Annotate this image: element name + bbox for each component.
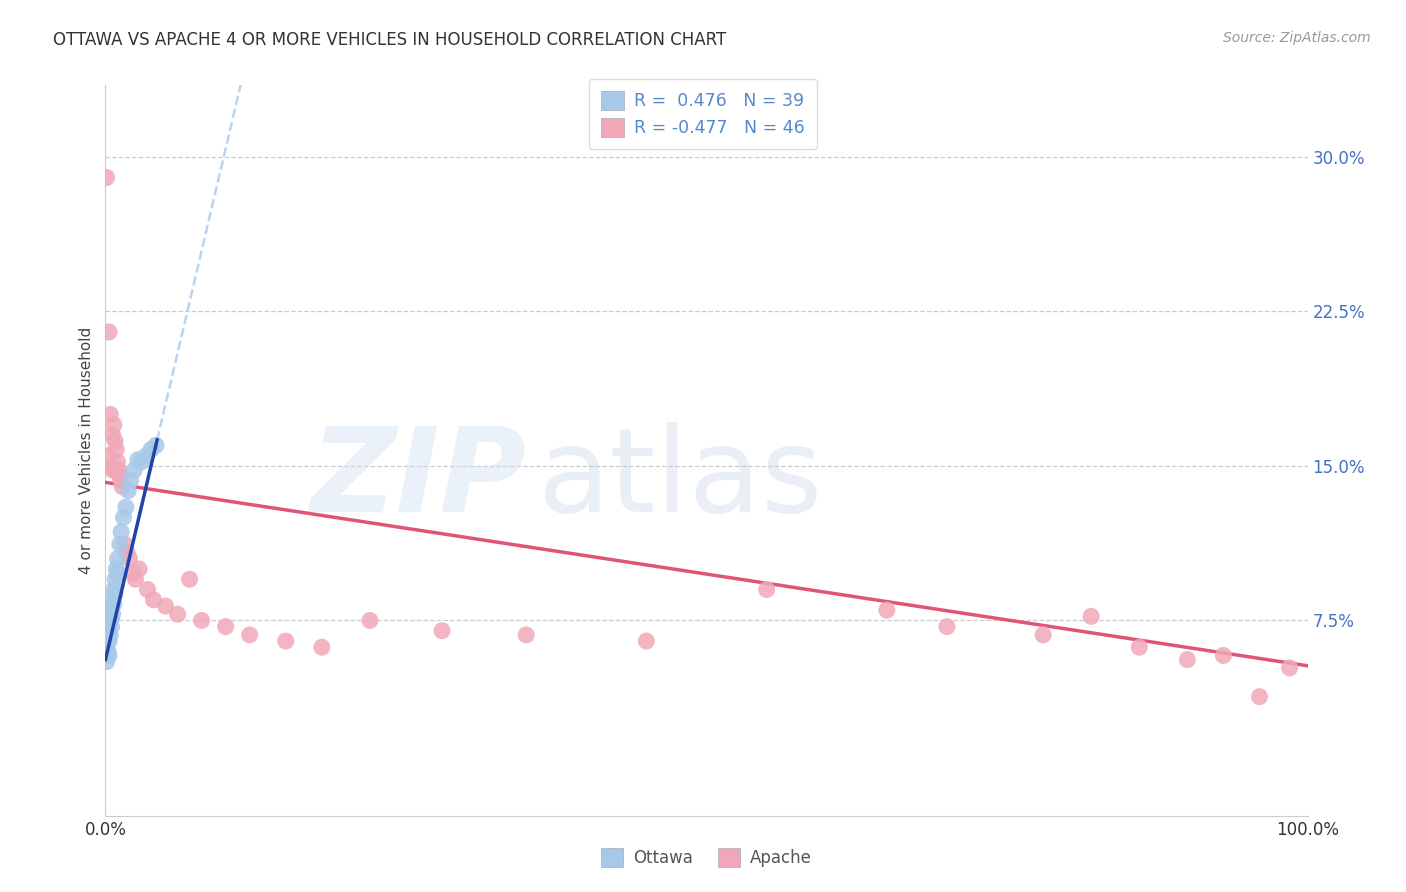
Point (136, 582, 159, 597)
Point (96, 648, 118, 663)
Point (1212, 648, 1234, 663)
Point (936, 619, 959, 633)
Point (100, 611, 122, 625)
Point (103, 582, 125, 597)
Point (239, 628, 262, 642)
Legend: Ottawa, Apache: Ottawa, Apache (595, 842, 818, 873)
Point (101, 428, 124, 442)
Point (135, 449, 157, 463)
Point (104, 434, 127, 449)
Point (104, 572, 127, 586)
Point (122, 566, 145, 580)
Point (101, 463, 124, 477)
Point (98, 614, 121, 628)
Point (107, 455, 129, 469)
Point (104, 463, 127, 477)
Point (97, 644, 120, 658)
Point (515, 628, 537, 642)
Point (98, 607, 121, 622)
Point (142, 592, 165, 607)
Point (190, 614, 212, 628)
Point (876, 603, 898, 617)
Point (214, 619, 236, 633)
Point (114, 537, 136, 551)
Point (1128, 640, 1150, 655)
Point (97, 619, 120, 633)
Point (101, 592, 124, 607)
Point (103, 417, 125, 432)
Text: Source: ZipAtlas.com: Source: ZipAtlas.com (1223, 31, 1371, 45)
Point (166, 607, 188, 622)
Point (755, 582, 778, 597)
Point (145, 438, 167, 452)
Point (98, 325, 121, 339)
Point (1278, 661, 1301, 675)
Point (311, 640, 333, 655)
Point (100, 599, 122, 613)
Point (118, 551, 141, 566)
Point (1032, 628, 1054, 642)
Point (101, 607, 124, 622)
Point (98, 408, 121, 422)
Text: ZIP: ZIP (311, 422, 526, 537)
Point (107, 566, 129, 580)
Point (107, 463, 129, 477)
Point (359, 614, 381, 628)
Point (97, 449, 120, 463)
Point (115, 545, 138, 559)
Point (139, 442, 162, 457)
Point (120, 473, 142, 487)
Point (96, 170, 118, 185)
Point (111, 479, 134, 493)
Point (98, 628, 121, 642)
Point (127, 452, 149, 467)
Point (128, 562, 150, 576)
Point (179, 572, 201, 586)
Text: atlas: atlas (538, 422, 824, 537)
Point (110, 524, 132, 539)
Point (96, 640, 118, 655)
Point (1080, 609, 1102, 624)
Point (108, 537, 131, 551)
Point (124, 572, 146, 586)
Point (108, 469, 131, 483)
Point (112, 510, 135, 524)
Point (96, 655, 118, 669)
Point (97, 614, 120, 628)
Point (100, 619, 122, 633)
Point (1249, 690, 1271, 704)
Y-axis label: 4 or more Vehicles in Household: 4 or more Vehicles in Household (79, 326, 94, 574)
Point (104, 587, 127, 601)
Point (131, 455, 153, 469)
Point (96, 634, 118, 648)
Point (98, 634, 121, 648)
Point (97, 628, 120, 642)
Point (1177, 652, 1199, 666)
Text: OTTAWA VS APACHE 4 OR MORE VEHICLES IN HOUSEHOLD CORRELATION CHART: OTTAWA VS APACHE 4 OR MORE VEHICLES IN H… (53, 31, 727, 49)
Point (117, 483, 139, 498)
Point (105, 442, 128, 457)
Point (98, 648, 121, 663)
Point (98, 624, 121, 638)
Point (274, 634, 297, 648)
Point (155, 599, 177, 613)
Point (430, 624, 453, 638)
Point (103, 597, 125, 611)
Point (115, 500, 138, 515)
Point (636, 634, 658, 648)
Point (107, 551, 129, 566)
Point (100, 458, 122, 473)
Point (124, 463, 146, 477)
Point (98, 603, 121, 617)
Point (105, 562, 128, 576)
Point (110, 473, 132, 487)
